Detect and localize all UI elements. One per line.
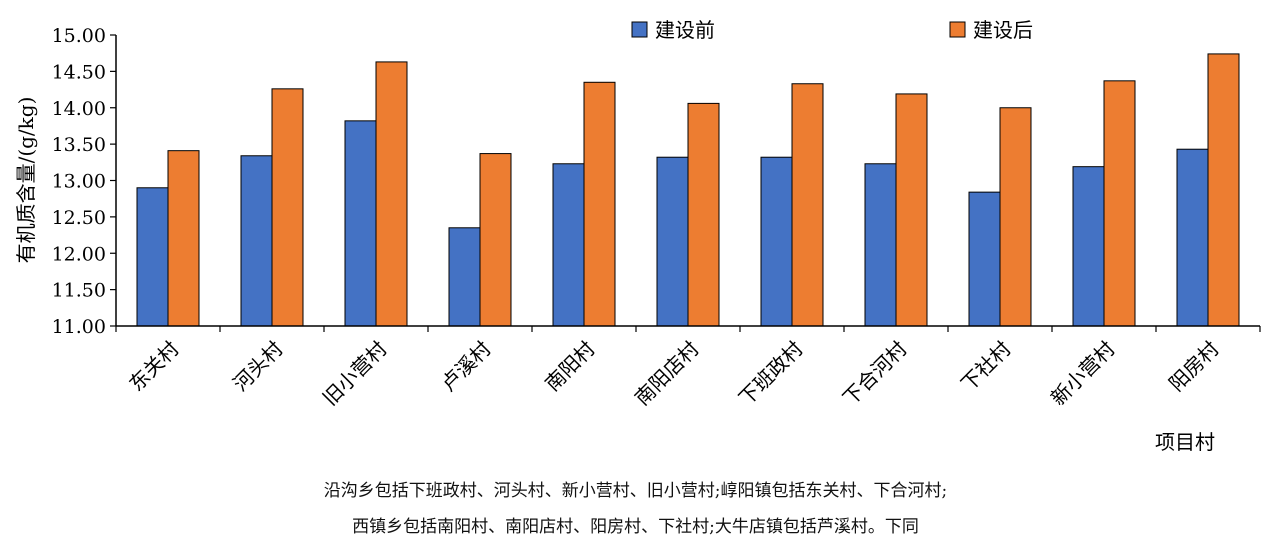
x-tick-label: 新小营村: [1046, 337, 1120, 411]
bar-after-1: [167, 150, 200, 327]
bar-after-4: [479, 153, 512, 327]
y-axis-label: 有机质含量/(g/kg): [14, 97, 38, 264]
y-tick-label: 13.00: [52, 171, 106, 193]
y-tick-label: 13.50: [52, 134, 106, 156]
x-tick-label: 旧小营村: [318, 337, 392, 411]
y-tick-label: 12.50: [52, 207, 106, 229]
x-tick-label: 下合河村: [838, 337, 912, 411]
bar-after-7: [791, 83, 824, 327]
bar-before-6: [656, 156, 689, 327]
y-tick-label: 14.00: [52, 98, 106, 120]
bar-after-10: [1103, 80, 1136, 327]
legend-swatch-1: [631, 21, 648, 38]
bar-before-3: [344, 120, 377, 327]
bar-after-3: [375, 61, 408, 327]
y-tick-label: 15.00: [52, 25, 106, 47]
x-tick-label: 下社村: [956, 337, 1015, 396]
y-tick-label: 14.50: [52, 61, 106, 83]
x-tick-label: 南阳村: [540, 337, 599, 396]
bar-before-4: [448, 227, 481, 327]
x-tick-label: 卢溪村: [436, 337, 495, 396]
bar-before-11: [1176, 148, 1209, 327]
y-tick-label: 11.50: [52, 280, 106, 302]
bar-after-5: [583, 81, 616, 327]
bar-after-9: [999, 107, 1032, 327]
x-tick-label: 河头村: [228, 337, 287, 396]
legend-swatch-2: [949, 21, 966, 38]
bar-before-2: [240, 155, 273, 327]
x-tick-label: 阳房村: [1164, 337, 1223, 396]
x-tick-label: 下班政村: [734, 337, 808, 411]
x-tick-label: 东关村: [124, 337, 183, 396]
x-tick-label: 南阳店村: [630, 337, 704, 411]
legend-label-1: 建设前: [655, 18, 715, 42]
bar-before-8: [864, 163, 897, 327]
bars-group: [136, 53, 1240, 327]
bar-before-1: [136, 187, 169, 327]
y-tick-label: 12.00: [52, 243, 106, 265]
bar-after-11: [1207, 53, 1240, 327]
bar-before-5: [552, 163, 585, 327]
bar-before-10: [1072, 166, 1105, 327]
legend: 建设前 建设后: [631, 18, 1033, 42]
bar-after-2: [271, 88, 304, 327]
bar-before-7: [760, 156, 793, 327]
caption-line-1: 沿沟乡包括下班政村、河头村、新小营村、旧小营村;崞阳镇包括东关村、下合河村;: [323, 481, 948, 501]
bar-before-9: [968, 191, 1001, 327]
caption-line-2: 西镇乡包括南阳村、南阳店村、阳房村、下社村;大牛店镇包括芦溪村。下同: [352, 517, 919, 537]
bar-after-8: [895, 93, 928, 327]
x-axis-label: 项目村: [1155, 430, 1215, 454]
legend-label-2: 建设后: [973, 18, 1033, 42]
y-tick-label: 11.00: [52, 316, 106, 338]
bar-after-6: [687, 102, 720, 327]
